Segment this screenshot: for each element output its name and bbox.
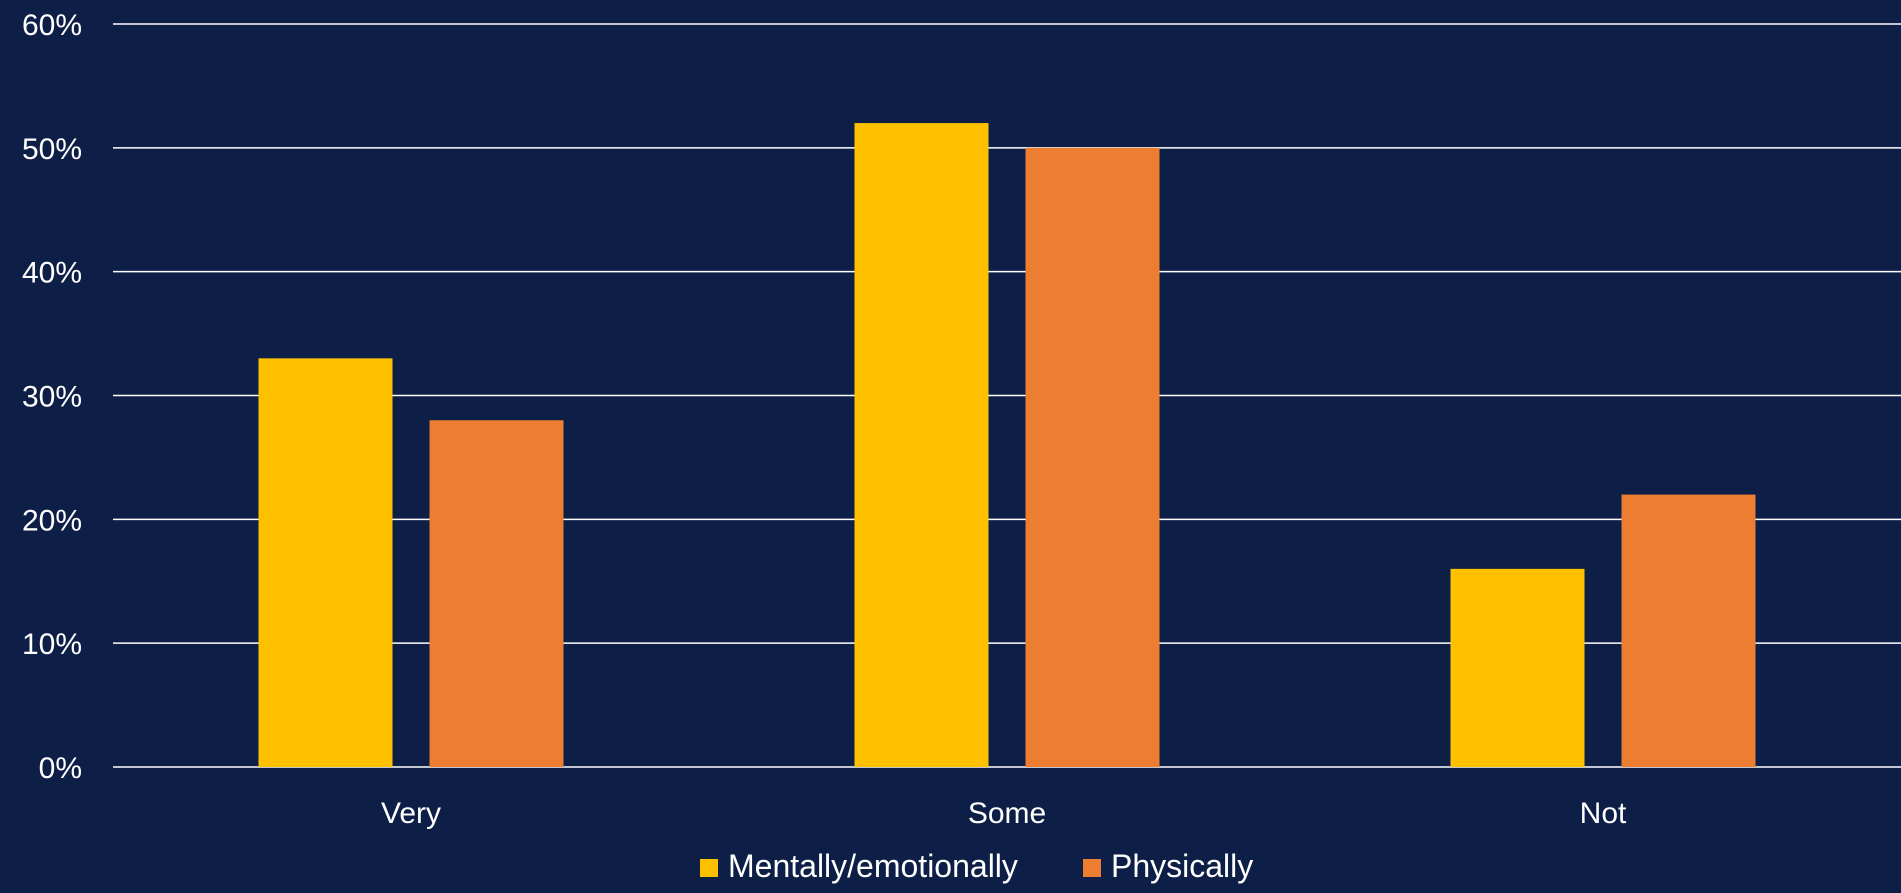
y-tick-label: 50% [22, 133, 82, 166]
x-axis: Very Some Not [381, 797, 1627, 830]
y-tick-label: 40% [22, 257, 82, 290]
x-tick-label: Very [381, 797, 441, 830]
bar-some-mentally-emotionally [854, 123, 989, 768]
legend-label: Mentally/emotionally [728, 848, 1018, 884]
y-tick-label: 10% [22, 628, 82, 661]
legend-swatch [1083, 859, 1101, 877]
bar-not-physically [1621, 494, 1756, 767]
x-tick-label: Some [968, 797, 1046, 830]
x-tick-label: Not [1580, 797, 1627, 830]
y-axis: 0% 10% 20% 30% 40% 50% 60% [22, 9, 82, 785]
y-tick-label: 20% [22, 504, 82, 537]
legend-swatch [700, 859, 718, 877]
legend: Mentally/emotionally Physically [700, 848, 1253, 884]
gridlines [113, 23, 1901, 768]
y-tick-label: 0% [39, 752, 82, 785]
bar-very-mentally-emotionally [258, 358, 393, 767]
bars [258, 123, 1756, 768]
legend-label: Physically [1111, 848, 1253, 884]
bar-very-physically [429, 420, 564, 767]
bar-some-physically [1025, 147, 1160, 768]
y-tick-label: 30% [22, 381, 82, 414]
y-tick-label: 60% [22, 9, 82, 42]
bar-not-mentally-emotionally [1450, 568, 1585, 767]
